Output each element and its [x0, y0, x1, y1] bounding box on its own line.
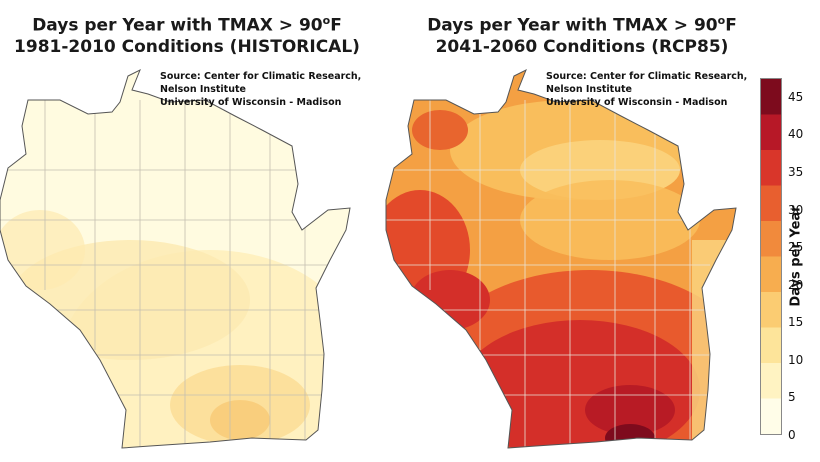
right-title-unit: F	[725, 15, 737, 36]
left-title-degree: o	[322, 14, 331, 27]
color-scale-tick: 35	[788, 164, 804, 179]
source-line: University of Wisconsin - Madison	[546, 97, 728, 108]
left-map-title: Days per Year with TMAX > 90oF 1981-2010…	[2, 10, 372, 58]
left-source-note: Source: Center for Climatic Research, Ne…	[160, 70, 361, 109]
rcp-zone-lakeshore	[692, 240, 732, 448]
source-line: Source: Center for Climatic Research,	[546, 71, 748, 82]
county-borders	[386, 100, 710, 448]
county-borders	[0, 100, 330, 448]
color-scale-label: Days per Year	[788, 205, 804, 307]
color-scale-tick: 10	[788, 352, 804, 367]
right-map-title: Days per Year with TMAX > 90oF 2041-2060…	[392, 10, 772, 58]
color-scale-tick: 5	[788, 390, 796, 405]
source-line: Nelson Institute	[160, 84, 246, 95]
right-title-prefix: Days per Year with TMAX > 90	[427, 15, 718, 36]
hist-hotspot	[210, 400, 270, 440]
historical-map	[0, 68, 351, 449]
rcp-zone-hot	[585, 385, 675, 435]
rcp85-map	[385, 68, 737, 449]
color-scale-tick: 15	[788, 315, 804, 330]
hist-zone-northwest	[0, 210, 85, 290]
color-scale-tick: 40	[788, 127, 804, 142]
color-scale-tick: 0	[788, 428, 796, 442]
left-title-unit: F	[330, 15, 342, 36]
right-source-note: Source: Center for Climatic Research, Ne…	[546, 70, 747, 109]
color-scale-tick: 45	[788, 89, 804, 104]
left-title-prefix: Days per Year with TMAX > 90	[32, 15, 323, 36]
right-title-degree: o	[717, 14, 726, 27]
color-scale-bar	[760, 78, 782, 435]
rcp-zone-northwest	[412, 110, 468, 150]
state-outline	[385, 68, 737, 449]
source-line: Source: Center for Climatic Research,	[160, 71, 362, 82]
color-scale-tick: 25	[788, 240, 804, 255]
right-title-period: 2041-2060 Conditions (RCP85)	[435, 36, 729, 57]
color-scale-tick: 30	[788, 202, 804, 217]
rcp-zone-westcore	[410, 270, 490, 330]
color-scale-tick: 20	[788, 277, 804, 292]
state-outline	[0, 68, 351, 449]
left-title-period: 1981-2010 Conditions (HISTORICAL)	[14, 36, 360, 57]
source-line: Nelson Institute	[546, 84, 632, 95]
source-line: University of Wisconsin - Madison	[160, 97, 342, 108]
